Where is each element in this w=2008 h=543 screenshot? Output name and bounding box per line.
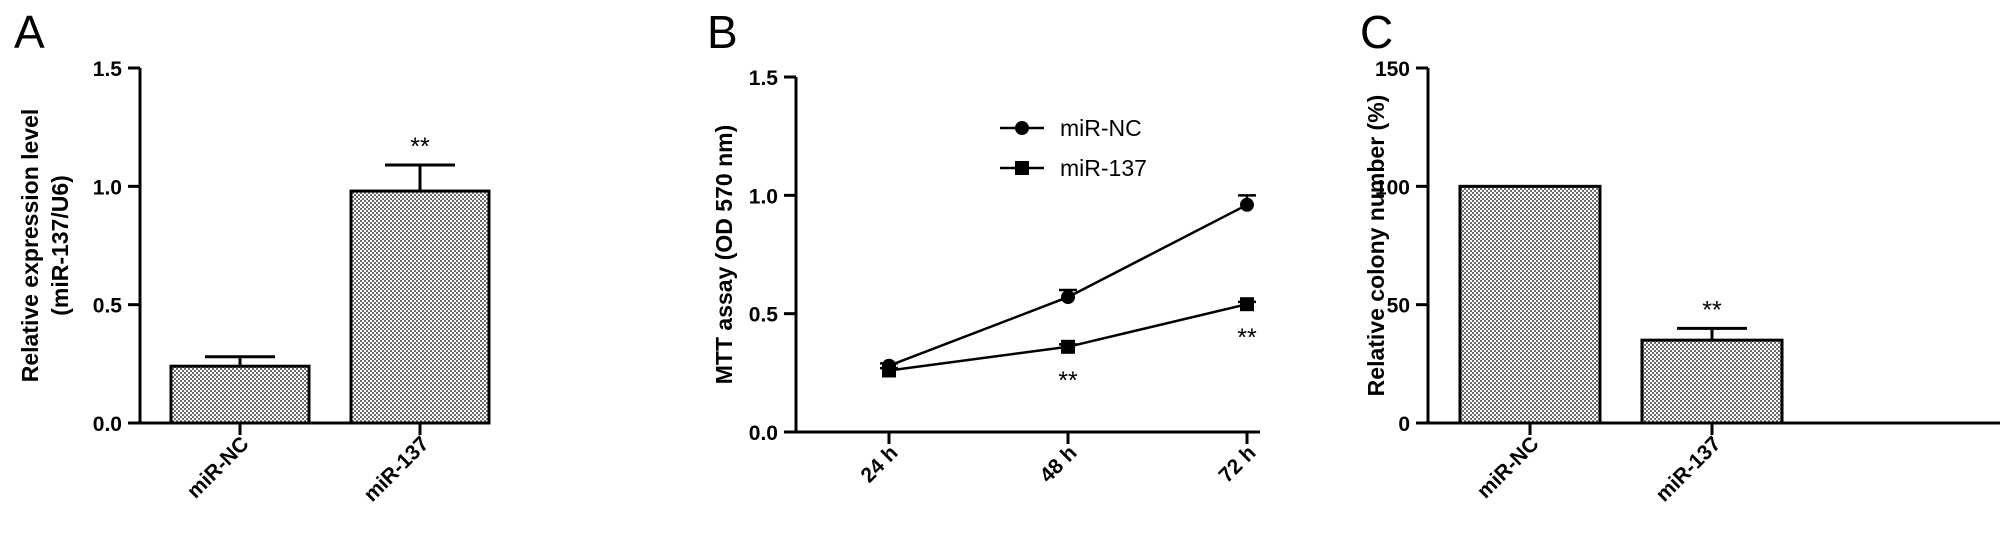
data-point [1061,339,1075,354]
y-tick-label: 0 [1398,413,1410,436]
panel-letter: B [707,6,738,58]
x-tick-label: 48 h [1036,441,1082,487]
panel-a: A 0.0 0.5 1.0 1.5 Relative expression level (m… [14,6,491,506]
panel-letter: A [14,6,45,58]
x-tick-label: miR-137 [1651,432,1725,506]
x-tick-label: miR-NC [1473,432,1544,503]
significance-mark: ** [1237,324,1257,352]
legend-marker [1015,121,1029,135]
y-tick-label: 0.5 [93,295,123,318]
x-tick-label: 24 h [857,441,903,487]
y-tick-label: 1.5 [93,58,123,81]
significance-mark: ** [1058,367,1078,395]
x-tick-label: miR-137 [359,432,433,506]
y-tick-label: 50 [1387,295,1410,318]
panel-letter: C [1360,6,1393,58]
x-tick-label: 72 h [1215,441,1261,487]
y-axis-title: MTT assay (OD 570 nm) [711,125,737,384]
legend-label: miR-137 [1060,155,1147,181]
y-axis-title: Relative expression level [17,109,43,383]
significance-mark: ** [410,133,430,161]
y-tick-label: 1.0 [93,176,122,199]
bar [169,364,311,425]
x-tick-label: miR-NC [183,432,254,503]
data-point [882,363,896,378]
legend-label: miR-NC [1060,115,1142,141]
y-tick-label: 0.5 [749,304,779,327]
data-point [1061,290,1075,305]
series-line-miR-137 [888,302,1248,372]
data-point [1240,297,1254,312]
y-tick-label: 0.0 [749,422,778,445]
significance-mark: ** [1702,296,1722,324]
panel-b: B 0.0 0.5 1.0 1.5 MTT assay (OD 570 nm) 24 h 48… [707,6,1261,487]
y-tick-label: 1.5 [749,67,779,90]
y-axis-title: Relative colony number (%) [1363,95,1389,397]
panel-c: C 0 50 100 150 Relative colony number (%) miR-… [1360,6,2000,506]
y-axis-title-line2: (miR-137/U6) [47,175,73,316]
bar [1640,338,1784,425]
bar [1458,184,1602,425]
y-tick-label: 100 [1375,176,1410,199]
y-tick-label: 1.0 [749,185,778,208]
data-point [1240,197,1254,212]
legend-marker [1015,161,1029,175]
y-tick-label: 0.0 [93,413,122,436]
bar [349,189,491,425]
y-tick-label: 150 [1375,58,1410,81]
